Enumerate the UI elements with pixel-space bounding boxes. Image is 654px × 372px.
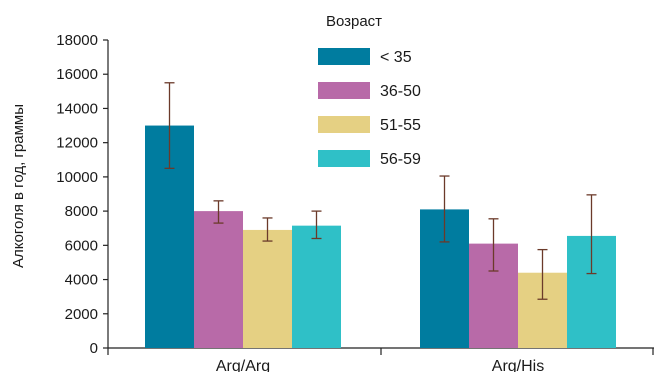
y-tick-label: 8000 bbox=[65, 203, 98, 220]
legend-swatch bbox=[318, 82, 370, 99]
legend-label: 56-59 bbox=[380, 151, 421, 168]
legend-label: 36-50 bbox=[380, 83, 421, 100]
y-tick-label: 4000 bbox=[65, 272, 98, 289]
legend-label: < 35 bbox=[380, 49, 412, 66]
bar bbox=[243, 229, 292, 348]
x-tick-label: Arg/Arg bbox=[216, 358, 270, 372]
x-tick-label: Arg/His bbox=[492, 358, 544, 372]
legend-swatch bbox=[318, 116, 370, 133]
plot-area: 0 2000 4000 6000 8000 10000 12000 14000 16000 180… bbox=[56, 32, 654, 372]
y-tick-label: 6000 bbox=[65, 237, 98, 254]
legend-label: 51-55 bbox=[380, 117, 421, 134]
legend-swatch bbox=[318, 150, 370, 167]
bar bbox=[194, 211, 243, 348]
y-tick-label: 12000 bbox=[56, 135, 98, 152]
bar bbox=[292, 225, 341, 348]
y-tick-label: 10000 bbox=[56, 169, 98, 186]
legend: < 35 36-50 51-55 56-59 bbox=[318, 48, 421, 168]
y-axis-label: Алкоголя в год, граммы bbox=[10, 104, 27, 268]
y-tick-label: 2000 bbox=[65, 306, 98, 323]
y-tick-label: 0 bbox=[90, 340, 98, 357]
y-tick-label: 14000 bbox=[56, 100, 98, 117]
y-tick-label: 16000 bbox=[56, 66, 98, 83]
legend-title: Возраст bbox=[326, 13, 382, 30]
y-tick-label: 18000 bbox=[56, 32, 98, 49]
legend-swatch bbox=[318, 48, 370, 65]
